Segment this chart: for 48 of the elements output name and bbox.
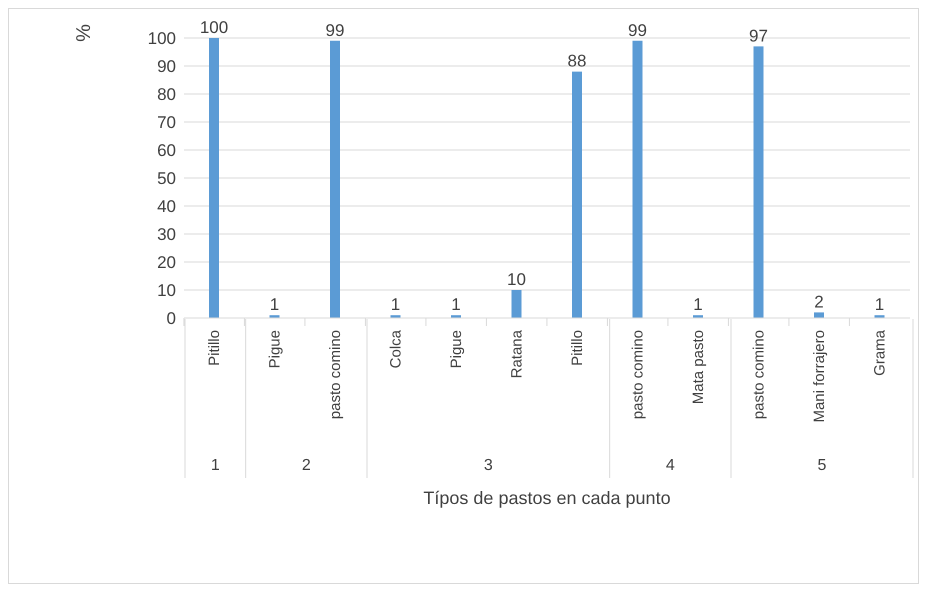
x-tick-label: Mani forrajero: [810, 330, 828, 423]
text: 1: [210, 457, 220, 474]
data-label: 1: [451, 295, 461, 314]
y-tick-label: 50: [157, 169, 176, 188]
data-label: 100: [200, 18, 228, 37]
bar: [632, 40, 642, 318]
x-axis-title: Típos de pastos en cada punto: [423, 488, 671, 508]
data-label: 1: [693, 295, 703, 314]
y-tick-label: 80: [157, 85, 176, 104]
x-tick-label: Mata pasto: [690, 330, 707, 404]
y-tick-label: 60: [157, 141, 176, 160]
y-tick-label: 20: [157, 253, 176, 272]
x-tick-label: pasto comino: [750, 330, 768, 420]
text: 4: [666, 457, 675, 474]
data-label: 99: [628, 20, 647, 40]
x-tick-label: Pitillo: [568, 330, 586, 366]
x-tick-label: Ratana: [508, 329, 526, 378]
bar: [209, 38, 219, 318]
y-tick-label: 10: [157, 281, 176, 300]
bar: [572, 72, 582, 318]
x-tick-label: Pigue: [448, 330, 465, 368]
y-tick-label: 30: [157, 225, 176, 244]
x-tick-label: Pigue: [266, 330, 284, 368]
y-tick-label: 40: [157, 197, 176, 216]
bar: [512, 290, 522, 318]
data-label: 10: [507, 270, 526, 289]
bar: [330, 40, 340, 318]
y-tick-label: 0: [166, 309, 176, 328]
text: 3: [484, 457, 493, 474]
data-label: 1: [874, 295, 884, 314]
x-tick-label: Colca: [387, 329, 404, 368]
data-label: 97: [749, 26, 768, 46]
bar: [754, 46, 764, 318]
data-label: 99: [326, 20, 344, 40]
y-tick-label: 70: [157, 113, 176, 132]
data-label: 88: [568, 52, 586, 71]
y-tick-label: 90: [157, 57, 176, 76]
y-axis-title: %: [73, 24, 95, 42]
text: 2: [302, 457, 311, 474]
data-label: 1: [270, 295, 280, 314]
x-tick-label: Grama: [871, 329, 888, 376]
x-tick-label: pasto comino: [629, 330, 646, 420]
x-tick-label: pasto comino: [326, 330, 344, 420]
y-tick-label: 100: [148, 29, 176, 48]
data-label: 2: [814, 292, 824, 312]
text: 5: [818, 457, 827, 474]
x-tick-label: Pitillo: [206, 330, 223, 366]
data-label: 1: [390, 295, 400, 314]
